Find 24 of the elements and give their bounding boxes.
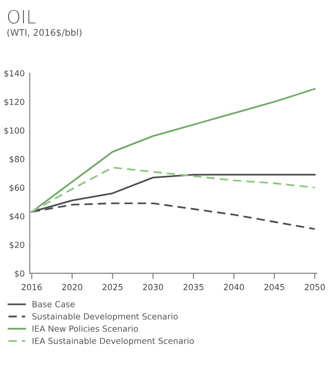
x-tick-label: 2025 — [102, 284, 122, 290]
chart-title: OIL — [8, 10, 36, 24]
legend-label: IEA Sustainable Development Scenario — [32, 338, 194, 346]
y-tick-label: $120 — [4, 98, 24, 106]
y-tick-label: $60 — [10, 184, 24, 192]
x-tick-label: 2045 — [264, 284, 284, 290]
line-series — [30, 166, 316, 213]
x-tick-label: 2030 — [143, 284, 164, 290]
legend-label: Sustainable Development Scenario — [32, 313, 178, 322]
y-tick-label: $100 — [4, 127, 24, 135]
x-tick-label: 2050 — [304, 284, 325, 290]
y-tick-label: $40 — [10, 212, 24, 221]
x-tick-label: 2020 — [62, 284, 82, 290]
y-tick-label: $140 — [4, 70, 24, 78]
line-series — [30, 88, 316, 213]
x-tick-label: 2016 — [22, 284, 42, 290]
legend-label: IEA New Policies Scenario — [32, 325, 138, 332]
legend-label: Base Case — [32, 301, 75, 308]
x-tick-label: 2035 — [183, 284, 204, 290]
x-tick-label: 2040 — [224, 284, 244, 290]
y-tick-label: $80 — [10, 156, 24, 164]
y-tick-label: $20 — [10, 242, 24, 250]
chart-subtitle: (WTI, 2016$/bbl) — [7, 28, 82, 38]
y-tick-label: $0 — [14, 270, 24, 278]
